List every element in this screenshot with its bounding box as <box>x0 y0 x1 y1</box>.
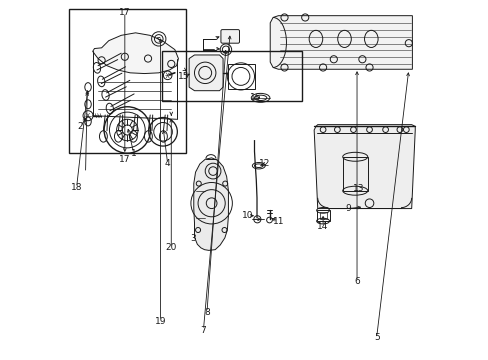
Text: 11: 11 <box>272 217 284 226</box>
Polygon shape <box>313 125 414 208</box>
Text: 17: 17 <box>119 8 130 17</box>
Text: 9: 9 <box>345 204 350 213</box>
Text: 1: 1 <box>131 149 136 158</box>
Bar <box>316 210 329 221</box>
Text: 18: 18 <box>71 183 82 192</box>
Bar <box>228 64 255 89</box>
Text: 14: 14 <box>317 222 328 231</box>
Text: 2: 2 <box>77 122 83 131</box>
Text: 17: 17 <box>119 155 130 164</box>
Text: 13: 13 <box>352 184 364 193</box>
Text: 8: 8 <box>203 308 209 317</box>
Text: 3: 3 <box>189 234 195 243</box>
Polygon shape <box>270 16 411 69</box>
Text: 16: 16 <box>249 93 261 102</box>
Bar <box>319 212 326 219</box>
Bar <box>162 51 301 102</box>
Bar <box>69 9 185 153</box>
Text: 20: 20 <box>165 243 177 252</box>
Polygon shape <box>93 33 178 73</box>
Text: 4: 4 <box>164 159 170 168</box>
Text: 12: 12 <box>258 159 269 168</box>
Text: 15: 15 <box>178 72 189 81</box>
Polygon shape <box>189 55 223 91</box>
Text: 7: 7 <box>200 325 206 334</box>
Bar <box>342 157 367 191</box>
Text: 6: 6 <box>353 277 359 286</box>
Text: 5: 5 <box>373 333 379 342</box>
Polygon shape <box>193 158 228 250</box>
Text: 19: 19 <box>155 316 166 325</box>
Text: 10: 10 <box>242 211 253 220</box>
FancyBboxPatch shape <box>221 30 239 43</box>
